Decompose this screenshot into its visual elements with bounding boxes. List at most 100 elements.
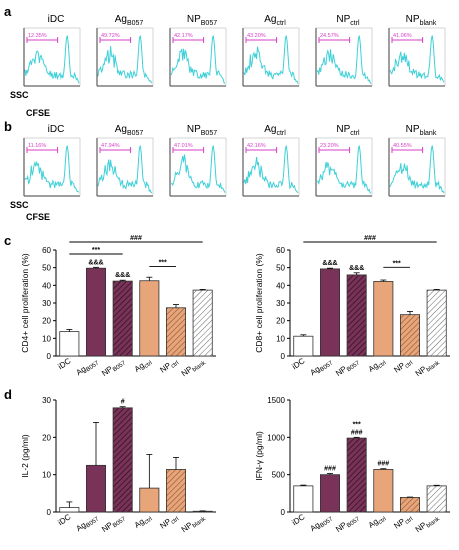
bar-5 xyxy=(426,485,447,513)
y-tick-label: 1500 xyxy=(267,396,285,405)
x-tick-main: Ag xyxy=(308,520,321,533)
histogram-trace xyxy=(389,35,445,83)
panel-label-b: b xyxy=(4,119,12,134)
x-tick-label-4: NPctrl xyxy=(392,512,414,532)
bar-5 xyxy=(192,289,213,357)
bar-0 xyxy=(59,507,80,513)
bar-5 xyxy=(426,289,447,357)
flow-b-histogram-0: iDC 11.16% xyxy=(23,124,81,197)
x-tick-label-5: NPblank xyxy=(180,356,208,380)
x-tick-sub: ctrl xyxy=(378,516,388,526)
flow-a-xlabel: CFSE xyxy=(26,108,50,118)
flow-a-title-1: AgB057 xyxy=(115,14,144,27)
x-tick-main: NP xyxy=(180,364,194,378)
x-tick-sub: B057 xyxy=(346,516,361,529)
flow-histograms: iDC12.35%AgB05749.72%NPB05742.17%Agctrl4… xyxy=(23,14,446,197)
x-tick-sub: B057 xyxy=(319,516,334,529)
flow-b-title-1-sub: B057 xyxy=(127,130,143,137)
y-tick-label: 500 xyxy=(272,471,286,480)
bar-mark-3: ### xyxy=(377,461,389,468)
y-tick-label: 30 xyxy=(42,299,51,308)
x-tick-label-5: NPblank xyxy=(180,512,208,536)
flow-frame xyxy=(169,27,227,87)
flow-a-title-3: Agctrl xyxy=(264,14,286,27)
flow-a-title-0: iDC xyxy=(48,14,65,25)
histogram-trace xyxy=(243,35,299,84)
histogram-trace xyxy=(389,145,445,194)
flow-b-ylabel: SSC xyxy=(10,200,29,210)
y-tick-label: 20 xyxy=(42,317,51,326)
gate-percentage: 40.55% xyxy=(393,143,412,149)
x-tick-main: NP xyxy=(100,364,114,378)
x-tick-sub: blank xyxy=(192,516,208,530)
x-tick-sub: ctrl xyxy=(144,360,154,370)
x-tick-label-2: NPB057 xyxy=(334,512,361,536)
y-axis-label: CD4+ cell proliferation (%) xyxy=(20,253,30,353)
flow-b-title-5-main: NP xyxy=(406,124,420,135)
y-tick-label: 30 xyxy=(276,299,285,308)
x-tick-sub: B057 xyxy=(85,360,100,373)
y-tick-label: 50 xyxy=(42,264,51,273)
x-tick-main: Ag xyxy=(367,517,380,530)
y-tick-label: 10 xyxy=(276,334,285,343)
flow-b-title-5-sub: blank xyxy=(420,130,437,137)
flow-frame xyxy=(315,27,373,87)
x-tick-main: Ag xyxy=(74,364,87,377)
flow-frame xyxy=(315,137,373,197)
x-tick-label-1: AgB057 xyxy=(74,356,100,379)
bar-2 xyxy=(112,407,133,513)
y-axis-label: IL-2 (pg/ml) xyxy=(20,434,30,478)
flow-a-title-2-main: NP xyxy=(187,14,201,25)
flow-a-histogram-4: NPctrl 24.57% xyxy=(315,14,373,87)
flow-b-title-1: AgB057 xyxy=(115,124,144,137)
x-tick-main: NP xyxy=(392,361,406,375)
x-tick-sub: B057 xyxy=(346,360,361,373)
x-tick-label-4: NPctrl xyxy=(158,512,180,532)
bar-0 xyxy=(293,485,314,513)
bar-mark-2: &&& xyxy=(349,265,364,272)
bar-2 xyxy=(346,274,367,357)
flow-b-histogram-5: NPblank 40.55% xyxy=(388,124,446,197)
flow-a-title-0-main: iDC xyxy=(48,14,65,25)
x-tick-label-5: NPblank xyxy=(414,356,442,380)
histogram-trace xyxy=(24,145,80,193)
bar-charts: 0 10 20 30 40 50 60 CD4+ cell proliferation (%)… xyxy=(20,235,450,536)
y-tick-label: 0 xyxy=(281,352,286,361)
bar-3 xyxy=(373,469,394,513)
bar-chart-0: 0 10 20 30 40 50 60 CD4+ cell proliferation (%)… xyxy=(20,235,216,380)
gate-percentage: 42.17% xyxy=(174,33,193,39)
x-tick-sub: blank xyxy=(426,360,442,374)
bar-4 xyxy=(165,469,186,513)
significance-label-0: ### xyxy=(364,235,376,242)
flow-a-title-1-sub: B057 xyxy=(127,20,143,27)
x-tick-main: NP xyxy=(158,517,172,531)
y-tick-label: 30 xyxy=(42,396,51,405)
bar-3 xyxy=(373,281,394,357)
bar-3 xyxy=(139,487,160,513)
flow-b-title-4: NPctrl xyxy=(336,124,360,137)
flow-b-xlabel: CFSE xyxy=(26,212,50,222)
flow-a-ylabel: SSC xyxy=(10,90,29,100)
bar-chart-1: 0 10 20 30 40 50 60 CD8+ cell proliferation (%)… xyxy=(254,235,450,380)
x-tick-main: iDC xyxy=(56,356,72,371)
x-tick-sub: ctrl xyxy=(404,360,414,370)
histogram-trace xyxy=(316,145,372,194)
x-tick-sub: blank xyxy=(192,360,208,374)
x-tick-label-2: NPB057 xyxy=(100,512,127,536)
bar-0 xyxy=(293,335,314,357)
x-tick-main: NP xyxy=(180,520,194,534)
gate-percentage: 23.20% xyxy=(320,143,339,149)
x-tick-label-3: Agctrl xyxy=(367,512,388,531)
gate-percentage: 42.16% xyxy=(247,143,266,149)
bar-3 xyxy=(139,280,160,357)
bar-4 xyxy=(399,314,420,357)
flow-a-title-2: NPB057 xyxy=(187,14,217,27)
x-tick-sub: ctrl xyxy=(404,516,414,526)
x-tick-main: Ag xyxy=(74,520,87,533)
bar-mark-2: ### xyxy=(351,429,363,436)
x-tick-sub: B057 xyxy=(319,360,334,373)
bar-0 xyxy=(59,331,80,357)
x-tick-main: iDC xyxy=(290,512,306,527)
flow-a-histogram-3: Agctrl 43.20% xyxy=(242,14,300,87)
